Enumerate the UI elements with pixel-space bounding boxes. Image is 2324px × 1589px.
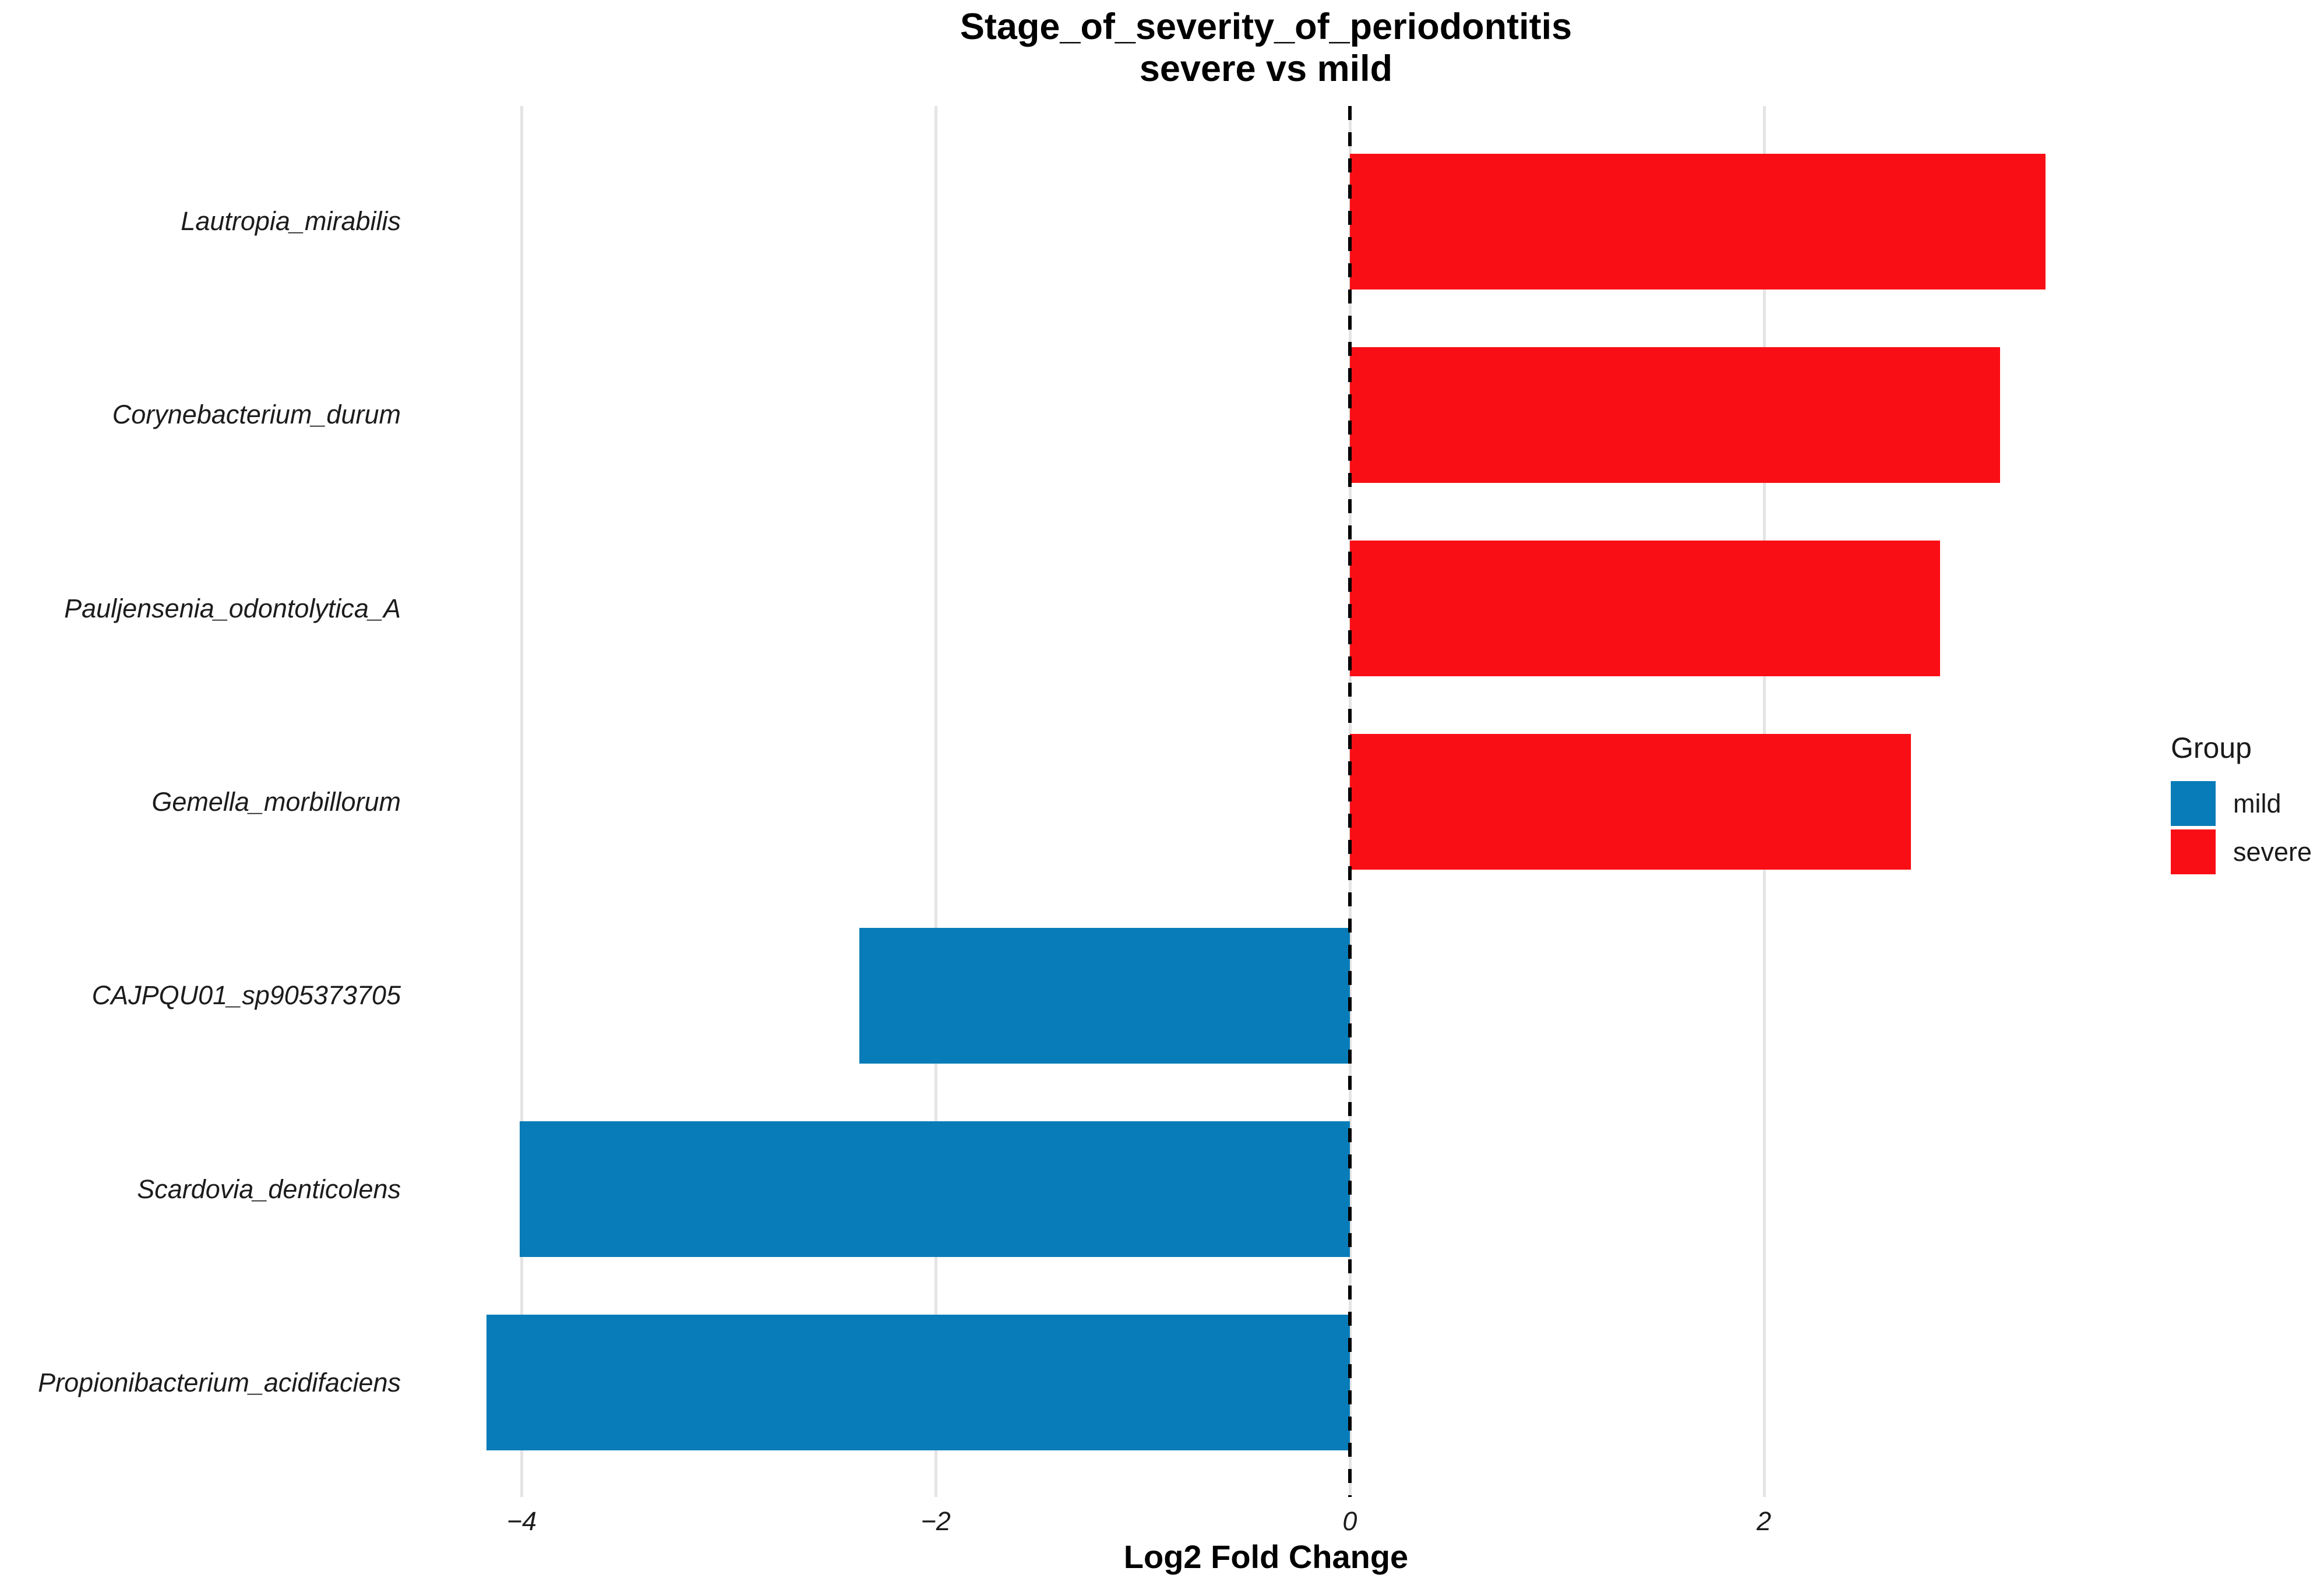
gridline-x-−2 bbox=[934, 106, 938, 1497]
bar-CAJPQU01_sp905373705 bbox=[859, 927, 1350, 1064]
plot-panel bbox=[408, 106, 2124, 1497]
x-tick-label: −4 bbox=[506, 1506, 537, 1536]
bar-Gemella_morbillorum bbox=[1349, 734, 1911, 870]
legend-item-severe: severe bbox=[2171, 829, 2324, 874]
bar-Pauljensenia_odontolytica_A bbox=[1349, 541, 1940, 677]
x-tick-label: −2 bbox=[921, 1506, 951, 1536]
legend-swatch-mild bbox=[2171, 781, 2216, 826]
y-axis-label: Corynebacterium_durum bbox=[112, 400, 401, 430]
y-axis-label: Pauljensenia_odontolytica_A bbox=[64, 593, 401, 623]
legend-items: mild severe bbox=[2171, 781, 2324, 874]
legend-swatch-severe bbox=[2171, 829, 2216, 874]
zero-dashed-line bbox=[1348, 106, 1352, 1497]
y-axis-label: Gemella_morbillorum bbox=[151, 786, 401, 817]
bar-Scardovia_denticolens bbox=[519, 1121, 1350, 1257]
y-axis-label: Scardovia_denticolens bbox=[137, 1174, 401, 1204]
x-tick-label: 0 bbox=[1342, 1506, 1357, 1536]
x-axis-title: Log2 Fold Change bbox=[1123, 1538, 1409, 1575]
chart-title-line2: severe vs mild bbox=[1139, 48, 1393, 89]
legend-item-mild: mild bbox=[2171, 781, 2324, 826]
legend-label: severe bbox=[2233, 836, 2312, 867]
bar-Corynebacterium_durum bbox=[1349, 347, 2000, 483]
chart-title-line1: Stage_of_severity_of_periodontitis bbox=[960, 6, 1572, 47]
bar-Propionibacterium_acidifaciens bbox=[486, 1315, 1350, 1451]
y-axis-label: Propionibacterium_acidifaciens bbox=[38, 1367, 401, 1397]
chart-title: Stage_of_severity_of_periodontitis sever… bbox=[408, 6, 2124, 90]
bar-Lautropia_mirabilis bbox=[1349, 153, 2046, 289]
x-tick-label: 2 bbox=[1757, 1506, 1772, 1536]
y-axis-label: CAJPQU01_sp905373705 bbox=[91, 980, 401, 1011]
gridline-x-−4 bbox=[520, 106, 524, 1497]
y-axis-label: Lautropia_mirabilis bbox=[181, 206, 401, 236]
legend-title: Group bbox=[2171, 732, 2252, 764]
legend-label: mild bbox=[2233, 788, 2281, 818]
legend: Group mild severe bbox=[2171, 731, 2324, 878]
